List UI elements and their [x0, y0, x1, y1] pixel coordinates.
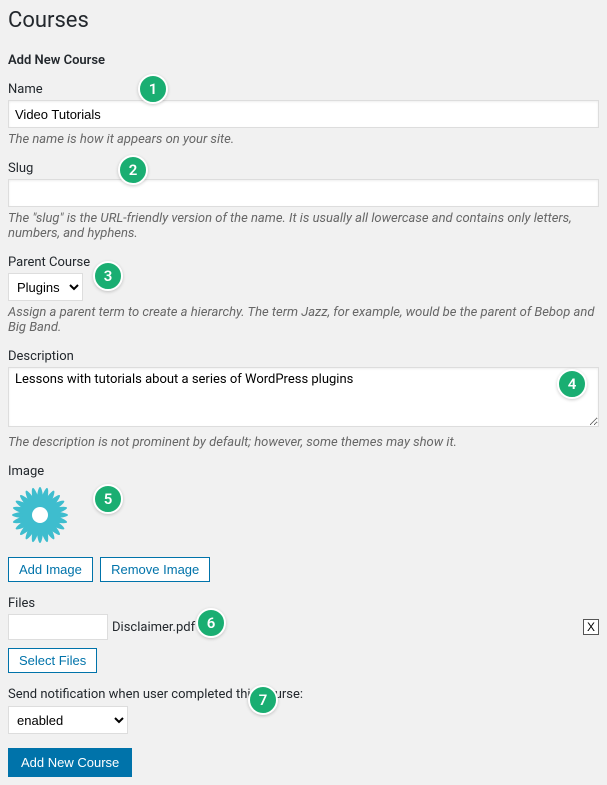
slug-help: The "slug" is the URL-friendly version o… [8, 211, 599, 241]
file-path-input[interactable] [8, 614, 108, 640]
slug-input[interactable] [8, 179, 599, 207]
annotation-badge-7: 7 [248, 685, 278, 715]
files-label: Files [8, 596, 599, 611]
image-label: Image [8, 464, 599, 479]
annotation-badge-3: 3 [93, 261, 123, 291]
description-textarea[interactable]: Lessons with tutorials about a series of… [8, 367, 599, 427]
file-name-text: Disclaimer.pdf [112, 620, 195, 635]
annotation-badge-4: 4 [557, 369, 587, 399]
notification-label: Send notification when user completed th… [8, 687, 599, 702]
notification-select[interactable]: enabled [8, 706, 128, 734]
image-section: Image Add Image Remove Image 5 [8, 464, 599, 582]
annotation-badge-2: 2 [118, 155, 148, 185]
add-new-course-submit[interactable]: Add New Course [8, 748, 132, 777]
page-title: Courses [8, 8, 599, 33]
add-image-button[interactable]: Add Image [8, 557, 93, 582]
file-remove-button[interactable]: X [583, 619, 599, 635]
annotation-badge-1: 1 [138, 74, 168, 104]
name-label: Name [8, 82, 599, 97]
name-field-block: Name 1 [8, 82, 599, 128]
parent-select[interactable]: Plugins [8, 273, 83, 301]
description-help: The description is not prominent by defa… [8, 435, 599, 450]
name-input[interactable] [8, 100, 599, 128]
description-field-block: Description Lessons with tutorials about… [8, 349, 599, 431]
notification-section: Send notification when user completed th… [8, 687, 599, 734]
annotation-badge-5: 5 [93, 484, 123, 514]
select-files-button[interactable]: Select Files [8, 648, 97, 673]
files-section: Files Disclaimer.pdf X Select Files 6 [8, 596, 599, 673]
parent-help: Assign a parent term to create a hierarc… [8, 305, 599, 335]
description-label: Description [8, 349, 599, 364]
slug-label: Slug [8, 161, 599, 176]
remove-image-button[interactable]: Remove Image [100, 557, 210, 582]
slug-field-block: Slug 2 [8, 161, 599, 207]
image-thumbnail [8, 483, 72, 547]
parent-field-block: Parent Course Plugins 3 [8, 255, 599, 301]
name-help: The name is how it appears on your site. [8, 132, 599, 147]
add-new-course-heading: Add New Course [8, 53, 599, 68]
annotation-badge-6: 6 [196, 608, 226, 638]
